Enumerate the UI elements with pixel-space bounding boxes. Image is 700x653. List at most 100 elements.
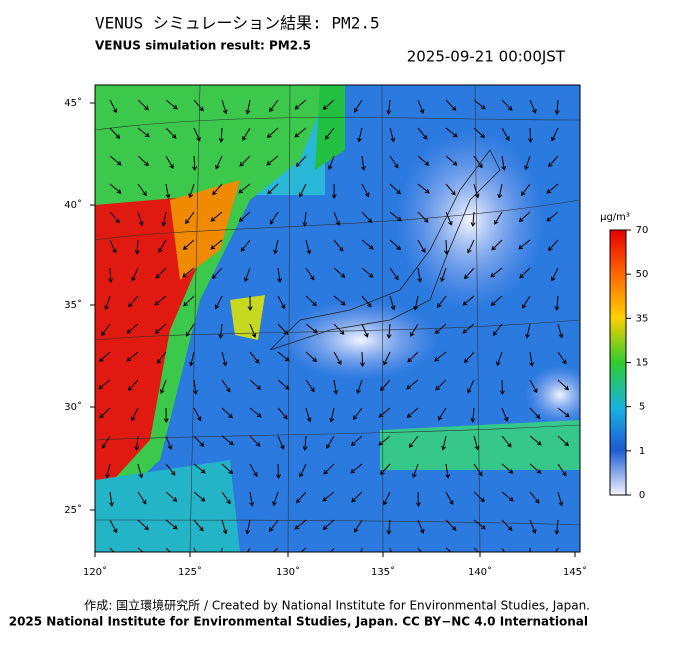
wind-arrow — [417, 211, 429, 223]
wind-arrow — [210, 211, 223, 222]
wind-arrow — [501, 127, 510, 142]
wind-arrow — [101, 435, 111, 449]
wind-arrow — [522, 295, 531, 309]
wind-arrow — [239, 155, 251, 167]
wind-arrow — [272, 547, 279, 552]
wind-arrow — [438, 407, 447, 421]
wind-arrow — [131, 267, 139, 282]
wind-arrow — [445, 183, 456, 196]
wind-arrow — [298, 183, 307, 198]
wind-arrow — [267, 183, 279, 195]
wind-arrow — [127, 379, 139, 392]
wind-arrow — [417, 99, 425, 114]
wind-arrow — [501, 491, 514, 502]
wind-arrow — [389, 239, 402, 251]
wind-arrow — [272, 491, 279, 507]
wind-arrow — [437, 295, 447, 308]
wind-arrow — [215, 155, 223, 170]
wind-arrow — [529, 519, 537, 534]
wind-arrow — [361, 183, 370, 198]
wind-arrow — [249, 407, 262, 418]
wind-arrow — [555, 547, 559, 552]
wind-arrow — [126, 323, 139, 334]
wind-arrow — [137, 547, 144, 552]
wind-arrow — [551, 267, 559, 282]
wind-arrow — [361, 295, 372, 308]
wind-arrow — [273, 239, 279, 255]
wind-arrow — [296, 491, 307, 504]
wind-arrow — [417, 267, 423, 283]
wind-arrow — [294, 519, 307, 530]
wind-arrow — [277, 323, 289, 335]
wind-arrow — [406, 407, 419, 418]
wind-arrow — [294, 99, 307, 110]
wind-arrow — [529, 379, 538, 394]
wind-arrow — [109, 127, 121, 139]
wind-arrow — [130, 407, 139, 422]
wind-arrow — [434, 323, 447, 334]
wind-arrow — [333, 323, 345, 335]
wind-arrow — [327, 155, 335, 171]
colorbar-label: 15 — [636, 358, 649, 369]
timestamp: 2025-09-21 00:00JST — [407, 48, 566, 66]
wind-arrow — [389, 267, 399, 281]
wind-arrow — [249, 351, 260, 364]
wind-arrow — [247, 295, 253, 311]
wind-arrow — [519, 267, 531, 279]
subtitle: VENUS simulation result: PM2.5 — [95, 39, 311, 53]
wind-arrow — [249, 491, 255, 507]
wind-arrow — [499, 379, 505, 395]
lat-label: 25˚ — [64, 504, 82, 516]
wind-arrow — [333, 239, 344, 252]
wind-arrow — [417, 547, 422, 552]
lon-label: 120˚ — [83, 566, 107, 578]
wind-arrow — [109, 519, 118, 534]
colorbar-label: 5 — [639, 402, 645, 413]
wind-arrow — [361, 323, 369, 338]
wind-arrow — [462, 323, 475, 334]
wind-arrow — [98, 379, 111, 390]
wind-arrow — [557, 491, 564, 507]
wind-arrow — [464, 351, 475, 364]
wind-arrow — [109, 183, 122, 194]
wind-arrow — [361, 239, 374, 250]
map-image — [95, 85, 580, 552]
title: VENUS シミュレーション結果: PM2.5 — [95, 14, 380, 33]
wind-arrow — [473, 127, 486, 139]
wind-arrow — [221, 351, 228, 367]
wind-arrow — [161, 211, 167, 227]
map-frame — [94, 84, 581, 553]
wind-arrow — [546, 211, 559, 222]
wind-arrow — [245, 519, 251, 535]
wind-arrow — [529, 407, 541, 419]
wind-arrow — [193, 407, 202, 422]
lat-label: 40˚ — [64, 199, 82, 211]
wind-arrow — [497, 183, 503, 199]
wind-arrow — [417, 155, 430, 166]
wind-arrow — [551, 127, 559, 142]
wind-arrow — [193, 435, 205, 447]
wind-arrow — [249, 463, 258, 478]
wind-arrow — [417, 127, 428, 140]
lat-label: 45˚ — [64, 97, 82, 109]
wind-arrow — [165, 435, 173, 450]
wind-arrow — [165, 463, 176, 476]
wind-arrow — [518, 211, 531, 222]
wind-arrow — [333, 267, 346, 278]
wind-arrow — [333, 295, 346, 306]
wind-arrow — [109, 155, 122, 166]
wind-arrow — [192, 155, 198, 171]
wind-arrow — [137, 463, 144, 479]
wind-arrow — [415, 491, 421, 507]
wind-arrow — [464, 267, 475, 280]
wind-arrow — [501, 99, 513, 111]
wind-arrow — [359, 351, 365, 367]
wind-arrow — [557, 407, 570, 418]
wind-arrow — [134, 239, 140, 255]
wind-arrow — [501, 519, 513, 531]
wind-arrow — [470, 211, 476, 227]
wind-arrow — [277, 379, 290, 390]
copyright: 2025 National Institute for Environmenta… — [9, 615, 588, 629]
wind-arrow — [445, 519, 457, 531]
wind-arrow — [445, 463, 451, 479]
